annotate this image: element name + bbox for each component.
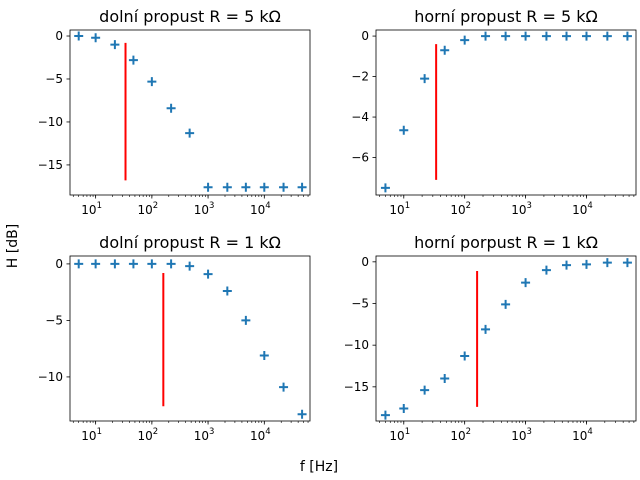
axes-frame	[376, 30, 636, 195]
x-tick-label: 102	[138, 201, 159, 217]
data-point	[460, 36, 469, 45]
subplot-title: dolní propust R = 5 kΩ	[99, 7, 281, 26]
data-point	[542, 32, 551, 41]
data-point	[501, 300, 510, 309]
data-point	[298, 183, 307, 192]
y-tick-label: 0	[55, 29, 63, 43]
data-point	[129, 259, 138, 268]
x-tick-label: 101	[389, 427, 410, 443]
subplot-title: horní propust R = 5 kΩ	[414, 7, 598, 26]
data-point	[381, 411, 390, 420]
data-point	[562, 32, 571, 41]
data-point	[399, 404, 408, 413]
data-point	[167, 104, 176, 113]
data-point	[110, 259, 119, 268]
data-point	[481, 325, 490, 334]
axes-frame	[376, 256, 636, 421]
subplot-title: dolní propust R = 1 kΩ	[99, 233, 281, 252]
data-point	[298, 410, 307, 419]
data-point	[110, 40, 119, 49]
data-point	[603, 32, 612, 41]
data-point	[279, 383, 288, 392]
data-point	[167, 259, 176, 268]
data-point	[623, 32, 632, 41]
y-tick-label: −5	[45, 72, 63, 86]
data-point	[481, 32, 490, 41]
data-point	[185, 129, 194, 138]
x-tick-label: 101	[81, 201, 102, 217]
data-point	[260, 351, 269, 360]
data-point	[147, 259, 156, 268]
x-tick-label: 104	[250, 427, 271, 443]
y-tick-label: 0	[361, 29, 369, 43]
data-point	[582, 260, 591, 269]
x-tick-label: 102	[450, 427, 471, 443]
y-tick-label: −6	[351, 151, 369, 165]
figure-ylabel: H [dB]	[5, 224, 21, 268]
x-tick-label: 103	[194, 201, 215, 217]
figure-xlabel: f [Hz]	[300, 459, 338, 475]
y-tick-label: −4	[351, 110, 369, 124]
x-tick-label: 101	[81, 427, 102, 443]
y-tick-label: −5	[351, 297, 369, 311]
data-point	[185, 262, 194, 271]
x-tick-label: 103	[511, 201, 532, 217]
data-point	[204, 270, 213, 279]
y-tick-label: −10	[38, 370, 63, 384]
data-point	[501, 32, 510, 41]
y-tick-label: −5	[45, 313, 63, 327]
data-point	[204, 183, 213, 192]
x-tick-label: 103	[511, 427, 532, 443]
y-tick-label: −15	[38, 158, 63, 172]
data-point	[91, 33, 100, 42]
x-tick-label: 104	[250, 201, 271, 217]
data-point	[91, 259, 100, 268]
data-point	[129, 56, 138, 65]
y-tick-label: −10	[344, 338, 369, 352]
data-point	[440, 374, 449, 383]
data-point	[562, 261, 571, 270]
data-point	[420, 386, 429, 395]
x-tick-label: 104	[572, 427, 593, 443]
data-point	[260, 183, 269, 192]
data-point	[582, 32, 591, 41]
subplot-2: horní propust R = 5 kΩ 101 102 103 104 0 −2 −4 −…	[351, 7, 636, 217]
data-point	[241, 316, 250, 325]
x-tick-label: 102	[138, 427, 159, 443]
data-point	[223, 183, 232, 192]
y-tick-label: 0	[55, 257, 63, 271]
y-tick-label: −2	[351, 70, 369, 84]
data-point	[521, 278, 530, 287]
data-point	[381, 183, 390, 192]
x-tick-label: 104	[572, 201, 593, 217]
axes-frame	[70, 256, 310, 421]
x-tick-label: 102	[450, 201, 471, 217]
y-tick-label: −10	[38, 115, 63, 129]
data-point	[241, 183, 250, 192]
subplot-4: horní porpust R = 1 kΩ 101 102 103 104 0 −5 −10…	[344, 233, 636, 443]
data-point	[223, 287, 232, 296]
subplot-1: dolní propust R = 5 kΩ 101 102 103 104 0 −5 −10…	[38, 7, 310, 217]
data-point	[279, 183, 288, 192]
subplot-title: horní porpust R = 1 kΩ	[414, 233, 598, 252]
data-point	[420, 74, 429, 83]
y-tick-label: −15	[344, 380, 369, 394]
data-point	[603, 258, 612, 267]
data-point	[147, 77, 156, 86]
x-tick-label: 101	[389, 201, 410, 217]
data-point	[542, 266, 551, 275]
x-tick-label: 103	[194, 427, 215, 443]
data-point	[521, 32, 530, 41]
y-tick-label: 0	[361, 255, 369, 269]
subplot-3: dolní propust R = 1 kΩ 101 102 103 104 0 −5 −10	[38, 233, 310, 443]
data-point	[623, 258, 632, 267]
data-point	[460, 352, 469, 361]
data-point	[74, 32, 83, 41]
axes-frame	[70, 30, 310, 195]
data-point	[399, 126, 408, 135]
data-point	[440, 46, 449, 55]
data-point	[74, 259, 83, 268]
